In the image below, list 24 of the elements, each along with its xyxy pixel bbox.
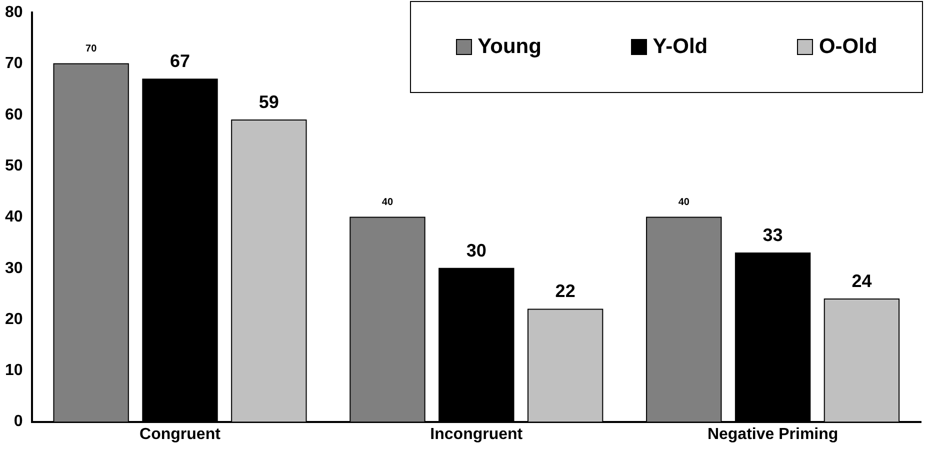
data-label: 67 bbox=[170, 51, 190, 72]
y-tick-label: 60 bbox=[5, 106, 23, 124]
x-tick-label: Negative Priming bbox=[707, 426, 838, 443]
x-tick-label: Incongruent bbox=[430, 426, 524, 443]
data-label: 24 bbox=[852, 271, 872, 292]
y-tick-label: 30 bbox=[5, 260, 23, 277]
data-label: 70 bbox=[86, 44, 98, 54]
y-tick-label: 80 bbox=[5, 4, 23, 22]
x-tick-label: Congruent bbox=[140, 426, 222, 443]
data-label: 33 bbox=[762, 224, 783, 245]
legend-label: O-Old bbox=[818, 35, 878, 59]
data-label: 40 bbox=[382, 196, 394, 208]
data-label: 30 bbox=[466, 240, 486, 260]
legend-label: Y-Old bbox=[652, 35, 708, 59]
y-tick-label: 50 bbox=[5, 157, 23, 174]
y-tick-label: 0 bbox=[14, 413, 23, 430]
y-tick-label: 20 bbox=[5, 310, 23, 328]
legend-label: Young bbox=[478, 35, 542, 59]
y-tick-label: 40 bbox=[5, 208, 23, 226]
data-label: 40 bbox=[678, 196, 690, 208]
data-label: 59 bbox=[258, 92, 279, 112]
y-tick-label: 10 bbox=[5, 362, 23, 380]
data-label: 22 bbox=[555, 281, 576, 302]
y-tick-label: 70 bbox=[5, 55, 23, 72]
